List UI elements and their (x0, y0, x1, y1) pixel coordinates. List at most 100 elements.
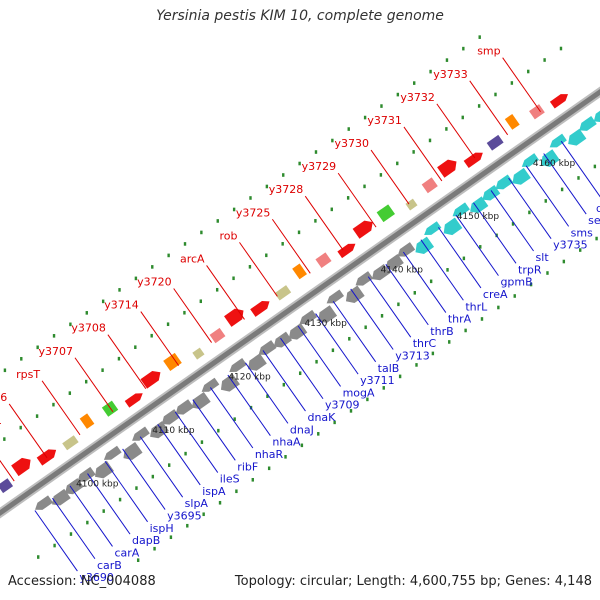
gene-label-ispA[interactable]: ispA (202, 485, 226, 498)
gene-label-y3730[interactable]: y3730 (335, 137, 370, 150)
tick-dot-2-11 (150, 333, 153, 338)
gene-label-dnaJ[interactable]: dnaJ (290, 423, 314, 436)
lower-gene-glyph-36 (541, 149, 560, 167)
gene-label-slpA[interactable]: slpA (185, 497, 209, 510)
gene-label-carA[interactable]: carA (114, 546, 139, 559)
scale-labels: 4100 kbp 4110 kbp 4120 kbp 4130 kbp 4140 kbp… (76, 159, 575, 489)
gene-label-y3732[interactable]: y3732 (400, 91, 435, 104)
upper-gene-glyph-8 (163, 352, 182, 371)
gene-label-nhaR[interactable]: nhaR (255, 448, 284, 461)
gene-label-slt[interactable]: slt (536, 251, 550, 264)
tick-dot-3-18 (232, 207, 236, 212)
tick-dot-2-9 (117, 356, 121, 361)
gene-label-y3707[interactable]: y3707 (38, 345, 73, 358)
callout-arcA (206, 265, 245, 320)
callout-dnaK (262, 350, 306, 412)
gene-label-thrC[interactable]: thrC (413, 337, 437, 350)
gene-label-carB[interactable]: carB (97, 559, 122, 572)
tick-dot-2-2 (3, 437, 6, 441)
gene-label-y3733[interactable]: y3733 (433, 68, 468, 81)
tick-dot-3-25 (347, 127, 350, 131)
tick-dot-2-14 (199, 299, 203, 304)
tick-dot-3-30 (429, 69, 432, 74)
upper-gene-glyph-21 (437, 159, 457, 178)
gene-label-trpR[interactable]: trpR (518, 263, 542, 276)
tick-dots (3, 35, 598, 562)
callout-y3691 (0, 459, 15, 482)
gene-label-y3731[interactable]: y3731 (367, 114, 402, 127)
tick-dot-1-4 (102, 509, 105, 513)
gene-label-y3711[interactable]: y3711 (360, 374, 395, 387)
lower-gene-glyph-13 (220, 373, 240, 392)
gene-label-y3720[interactable]: y3720 (137, 276, 172, 289)
gene-label-y3729[interactable]: y3729 (302, 160, 337, 173)
tick-dot-2-8 (101, 368, 104, 372)
callout-ispH (104, 460, 148, 523)
upper-gene-glyph-10 (209, 327, 226, 344)
tick-dot-1-0 (37, 555, 40, 559)
tick-dot-1-22 (397, 302, 400, 307)
gene-label-ileS[interactable]: ileS (220, 473, 240, 486)
scale-label: 4130 kbp (304, 319, 347, 329)
gene-label-mogA[interactable]: mogA (343, 386, 375, 399)
gene-label-y3691[interactable]: y3691 (0, 414, 2, 427)
tick-dot-3-9 (85, 311, 88, 315)
gene-label-deoD[interactable]: deoD (596, 202, 600, 215)
tick-dot-2-7 (85, 379, 88, 384)
tick-dot-3-5 (20, 356, 23, 361)
gene-label-y3696[interactable]: y3696 (0, 391, 7, 404)
gene-label-rob[interactable]: rob (219, 229, 237, 242)
upper-gene-glyph-18 (376, 204, 396, 223)
tick-dot-1-34 (593, 164, 597, 169)
upper-gene-glyph-25 (529, 104, 545, 120)
gene-label-y3714[interactable]: y3714 (104, 299, 139, 312)
gene-label-creA[interactable]: creA (483, 288, 508, 301)
gene-label-serB[interactable]: serB (588, 214, 600, 227)
gene-label-sms[interactable]: sms (571, 226, 593, 239)
lower-gene-glyph-14 (229, 357, 247, 372)
gene-label-talB[interactable]: talB (378, 362, 400, 375)
gene-label-ribF[interactable]: ribF (237, 460, 258, 473)
gene-label-y3708[interactable]: y3708 (71, 322, 106, 335)
gene-label-nhaA[interactable]: nhaA (272, 436, 301, 449)
tick-dot-1-9 (184, 451, 187, 456)
tick-dot-1-26 (462, 256, 466, 261)
tick-dot-1-15 (282, 382, 286, 387)
gene-label-thrB[interactable]: thrB (430, 325, 453, 338)
tick-dot-0-9 (218, 500, 222, 505)
upper-gene-glyph-11 (224, 308, 244, 327)
gene-label-arcA[interactable]: arcA (180, 252, 205, 265)
gene-label-thrL[interactable]: thrL (465, 300, 488, 313)
gene-label-dnaK[interactable]: dnaK (307, 411, 336, 424)
tick-dot-0-19 (382, 386, 385, 390)
upper-gene-glyph-17 (352, 220, 373, 239)
callout-gpmB (455, 214, 499, 276)
gene-label-rpsT[interactable]: rpsT (16, 368, 40, 381)
gene-label-y3735[interactable]: y3735 (553, 239, 588, 252)
tick-dot-2-23 (346, 196, 350, 200)
gene-label-thrA[interactable]: thrA (448, 313, 472, 326)
tick-dot-3-7 (52, 334, 56, 338)
callout-carA (69, 485, 113, 547)
gene-label-y3725[interactable]: y3725 (236, 206, 271, 219)
tick-dot-1-33 (577, 176, 580, 180)
gene-label-y3709[interactable]: y3709 (325, 399, 360, 412)
gene-features (0, 94, 600, 510)
tick-dot-3-17 (216, 219, 219, 223)
tick-dot-3-16 (200, 230, 203, 235)
tick-dot-1-7 (151, 474, 155, 479)
gene-label-y3690[interactable]: y3690 (79, 571, 114, 584)
gene-label-y3713[interactable]: y3713 (395, 349, 430, 362)
tick-dot-2-6 (68, 391, 72, 395)
gene-label-y3728[interactable]: y3728 (269, 183, 304, 196)
upper-gene-glyph-6 (124, 393, 143, 408)
tick-dot-2-34 (527, 69, 530, 74)
callout-dapB (87, 473, 131, 535)
tick-dot-0-10 (235, 489, 238, 494)
gene-label-gpmB[interactable]: gpmB (500, 276, 532, 289)
callout-thrB (385, 264, 429, 326)
gene-label-dapB[interactable]: dapB (132, 534, 160, 547)
gene-label-smp[interactable]: smp (477, 45, 500, 58)
gene-label-ispH[interactable]: ispH (150, 522, 174, 535)
gene-label-y3695[interactable]: y3695 (167, 510, 202, 523)
